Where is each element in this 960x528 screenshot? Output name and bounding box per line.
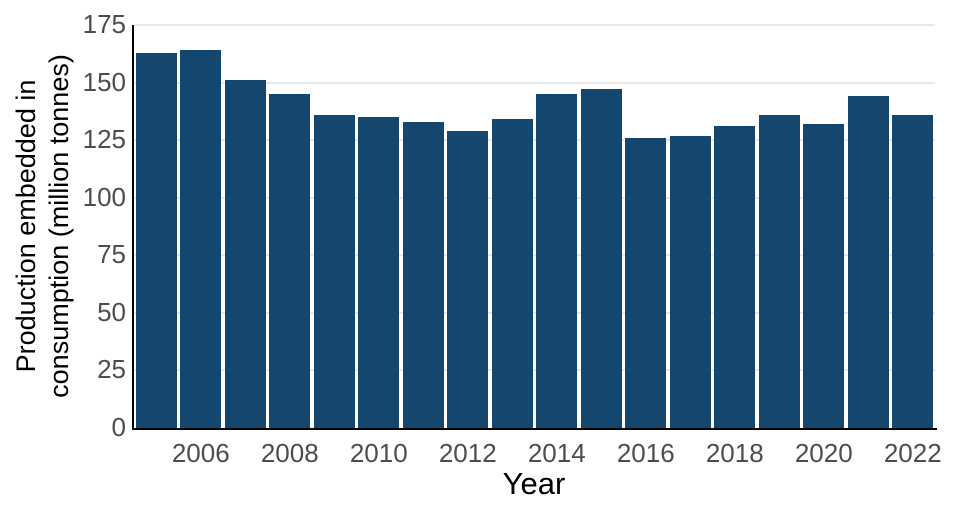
bar-2014 (536, 94, 578, 428)
y-axis-title: Production embedded in consumption (mill… (10, 54, 76, 398)
gridline-y-50 (134, 311, 935, 314)
x-tick-label-2016: 2016 (616, 438, 675, 468)
x-tick-label-2022: 2022 (883, 438, 942, 468)
gridline-y-125 (134, 139, 935, 142)
y-tick-label-175: 175 (82, 8, 126, 39)
x-tick-label-2020: 2020 (794, 438, 853, 468)
y-tick-label-75: 75 (97, 239, 126, 270)
y-tick-label-25: 25 (97, 354, 126, 385)
bar-2009 (313, 114, 355, 428)
x-tick-label-2008: 2008 (260, 438, 319, 468)
bar-2011 (402, 121, 444, 428)
gridline-y-175 (134, 24, 935, 26)
bar-2005 (135, 52, 177, 428)
bar-2022 (892, 114, 934, 428)
bar-2019 (758, 114, 800, 428)
bar-2008 (269, 94, 311, 428)
y-axis-title-line-2: consumption (million tonnes) (44, 54, 74, 398)
x-tick-label-2014: 2014 (527, 438, 586, 468)
bar-2013 (491, 119, 533, 428)
x-tick-label-2006: 2006 (171, 438, 230, 468)
bar-2018 (714, 126, 756, 428)
plot-area (132, 25, 937, 430)
gridline-y-75 (134, 254, 935, 257)
x-axis-title: Year (502, 466, 566, 501)
bar-2020 (803, 124, 845, 428)
bar-2017 (669, 135, 711, 428)
y-tick-label-50: 50 (97, 296, 126, 327)
bar-2015 (580, 89, 622, 428)
bar-2006 (180, 50, 222, 428)
y-tick-label-125: 125 (82, 124, 126, 155)
gridline-y-150 (134, 81, 935, 84)
gridline-y-25 (134, 369, 935, 372)
x-tick-label-2012: 2012 (438, 438, 497, 468)
y-tick-label-0: 0 (111, 411, 126, 442)
bar-2012 (447, 130, 489, 428)
bar-2007 (224, 80, 266, 428)
gridline-y-100 (134, 196, 935, 199)
y-tick-label-100: 100 (82, 181, 126, 212)
x-tick-label-2010: 2010 (349, 438, 408, 468)
y-axis-title-line-1: Production embedded in (11, 79, 41, 373)
bar-2021 (847, 96, 889, 428)
x-tick-label-2018: 2018 (705, 438, 764, 468)
y-tick-label-150: 150 (82, 66, 126, 97)
bar-2010 (358, 117, 400, 428)
bar-2016 (625, 137, 667, 428)
